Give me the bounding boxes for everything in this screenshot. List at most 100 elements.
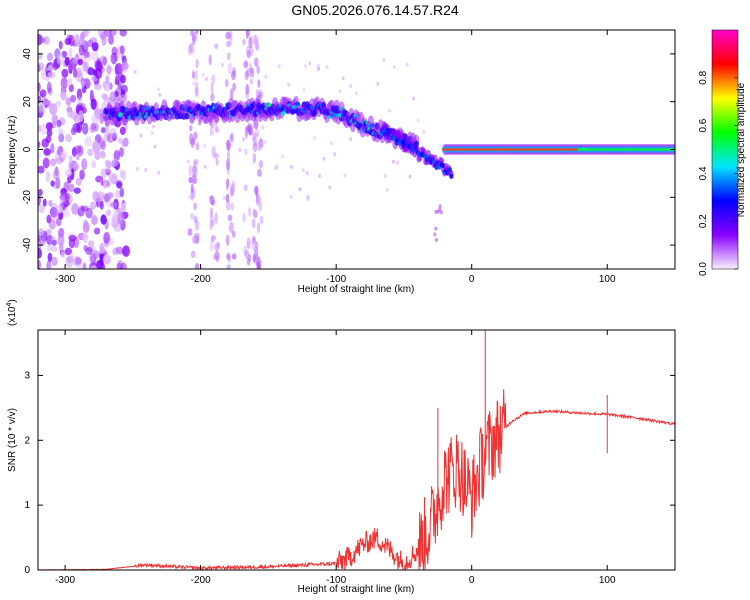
noise-cell xyxy=(106,133,115,144)
streak-cell xyxy=(194,263,200,269)
noise-cell xyxy=(46,260,52,269)
noise-cell xyxy=(51,245,58,253)
noise-cell xyxy=(88,240,95,247)
streak-cell xyxy=(214,43,219,50)
noise-cell xyxy=(71,203,79,215)
streak-cell xyxy=(232,230,236,238)
streak-cell xyxy=(231,70,236,81)
noise-cell xyxy=(121,140,126,147)
noise-cell xyxy=(65,169,73,178)
noise-cell xyxy=(100,55,105,64)
noise-cell xyxy=(101,34,107,46)
noise-cell xyxy=(192,81,196,86)
noise-cell xyxy=(57,238,65,246)
streak-cell xyxy=(232,67,237,77)
snr-x-tick-label: 0 xyxy=(469,575,475,586)
noise-cell xyxy=(114,75,121,84)
spectrogram-marks xyxy=(38,30,675,269)
noise-cell xyxy=(308,61,312,66)
noise-cell xyxy=(65,192,70,202)
noise-cell xyxy=(80,79,86,88)
noise-cell xyxy=(274,166,278,171)
streak-cell xyxy=(245,83,250,96)
noise-cell xyxy=(65,133,73,143)
noise-cell xyxy=(39,123,47,136)
branch-halo xyxy=(400,132,406,141)
noise-cell xyxy=(139,133,143,138)
noise-cell xyxy=(198,121,202,126)
noise-cell xyxy=(343,173,347,178)
noise-cell xyxy=(150,131,154,136)
noise-cell xyxy=(61,85,66,92)
streak-cell xyxy=(214,126,220,134)
noise-cell xyxy=(38,52,43,60)
noise-cell xyxy=(60,250,66,258)
noise-cell xyxy=(78,44,85,56)
streak-cell xyxy=(229,188,234,198)
streak-cell xyxy=(225,234,230,247)
noise-cell xyxy=(62,200,70,208)
band-peak xyxy=(280,111,286,116)
streak-cell xyxy=(226,40,231,48)
noise-cell xyxy=(99,200,104,210)
streak-cell xyxy=(247,253,252,262)
noise-cell xyxy=(68,160,77,172)
streak-cell xyxy=(226,178,230,188)
streak-cell xyxy=(252,152,257,164)
noise-cell xyxy=(73,187,81,194)
noise-cell xyxy=(77,58,83,66)
noise-cell xyxy=(38,204,45,214)
noise-cell xyxy=(122,245,130,257)
noise-cell xyxy=(77,96,83,106)
streak-cell xyxy=(209,207,213,219)
noise-cell xyxy=(84,136,92,147)
noise-cell xyxy=(64,56,70,66)
noise-cell xyxy=(119,30,127,37)
snr-series-line xyxy=(38,389,676,572)
noise-cell xyxy=(89,89,94,102)
noise-cell xyxy=(75,177,82,186)
noise-cell xyxy=(85,246,93,255)
noise-cell xyxy=(222,196,226,201)
spectrogram-y-label: Frequency (Hz) xyxy=(7,116,18,185)
noise-cell xyxy=(156,87,160,92)
noise-cell xyxy=(74,257,82,265)
band-core xyxy=(321,101,327,109)
noise-cell xyxy=(76,122,83,134)
noise-cell xyxy=(68,47,73,59)
noise-cell xyxy=(119,45,125,55)
streak-cell xyxy=(190,42,195,55)
noise-cell xyxy=(68,34,75,47)
noise-cell xyxy=(120,262,127,269)
streak-cell xyxy=(256,261,262,269)
noise-cell xyxy=(91,160,97,169)
spectrogram-y-ticks: -40 -20 0 20 40 xyxy=(22,48,675,252)
streak-cell xyxy=(259,215,264,225)
colorbar-label: Normalized spectral amplitude xyxy=(736,82,747,217)
spec-x-tick-label: 100 xyxy=(599,274,616,285)
noise-cell xyxy=(38,82,41,93)
streak-cell xyxy=(190,137,195,149)
noise-cell xyxy=(46,128,53,137)
figure-title: GN05.2026.076.14.57.R24 xyxy=(291,2,459,18)
noise-cell xyxy=(108,34,114,45)
noise-cell xyxy=(338,89,342,94)
streak-cell xyxy=(190,213,194,220)
streak-cell xyxy=(246,68,250,78)
noise-cell xyxy=(157,170,161,175)
streak-cell xyxy=(258,159,264,169)
noise-cell xyxy=(101,93,108,100)
noise-cell xyxy=(116,262,123,269)
streak-cell xyxy=(210,92,215,102)
noise-cell xyxy=(99,150,106,159)
noise-cell xyxy=(287,82,291,87)
noise-cell xyxy=(109,127,117,139)
noise-cell xyxy=(99,253,104,265)
streak-cell xyxy=(254,127,259,138)
streak-cell xyxy=(210,219,215,227)
noise-cell xyxy=(57,128,64,135)
streak-cell xyxy=(225,200,231,211)
noise-cell xyxy=(48,199,53,207)
noise-cell xyxy=(422,129,426,134)
streak-cell xyxy=(227,150,231,162)
